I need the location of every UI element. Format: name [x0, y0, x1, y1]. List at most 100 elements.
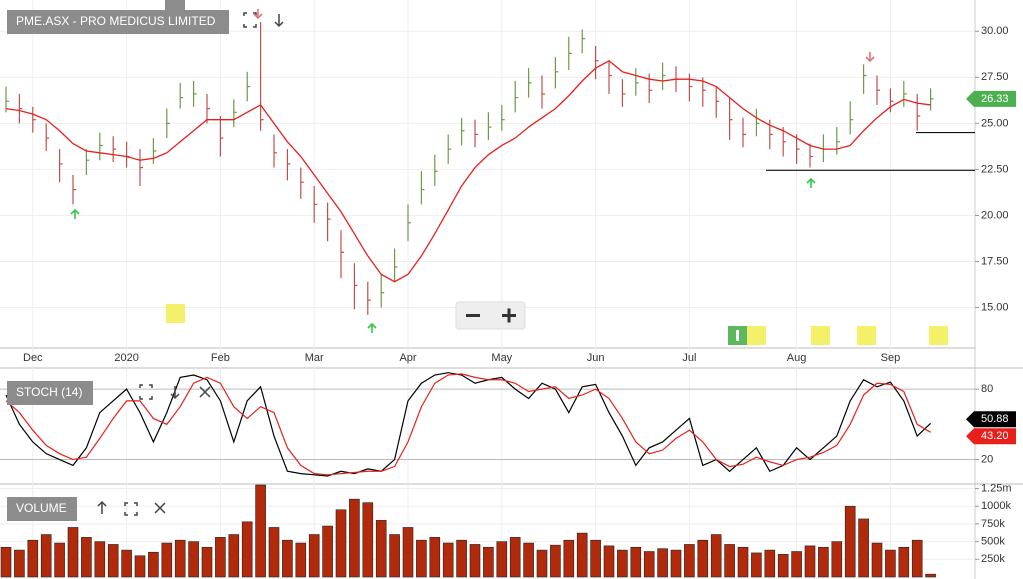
- chart-title: PME.ASX - PRO MEDICUS LIMITED: [16, 14, 216, 28]
- down-icon[interactable]: [274, 14, 284, 28]
- price-flag: [966, 90, 1016, 107]
- price-flag: [966, 411, 1016, 428]
- note-icon[interactable]: [929, 326, 948, 345]
- y-tick-label: 500k: [981, 536, 1005, 548]
- volume-bar: [134, 555, 146, 578]
- price-flag-label: 43.20: [981, 430, 1009, 442]
- volume-bar: [14, 549, 25, 578]
- volume-bar: [375, 520, 387, 578]
- volume-bar: [483, 546, 494, 578]
- x-tick-label: Apr: [399, 352, 416, 364]
- y-tick-label: 1000k: [981, 500, 1011, 512]
- close-icon[interactable]: [154, 502, 166, 514]
- y-tick-label: 1.25m: [981, 482, 1012, 494]
- title-box: [7, 381, 93, 405]
- volume-bar: [456, 539, 467, 578]
- volume-bar: [630, 546, 642, 578]
- y-tick-label: 750k: [981, 518, 1005, 530]
- volume-bar: [777, 554, 789, 578]
- volume-bar: [523, 542, 534, 578]
- volume-bar: [201, 546, 213, 578]
- volume-bar: [724, 544, 735, 578]
- x-tick-label: Mar: [305, 352, 324, 364]
- volume-bar: [550, 544, 561, 578]
- note-icon[interactable]: [166, 304, 185, 323]
- volume-bar: [791, 551, 802, 578]
- y-tick-label: 15.00: [981, 301, 1009, 313]
- volume-bar: [295, 542, 307, 578]
- volume-bar: [617, 549, 628, 578]
- y-tick-label: 25.00: [981, 117, 1009, 129]
- volume-bar: [349, 498, 360, 578]
- volume-bar: [925, 573, 936, 578]
- note-icon[interactable]: [747, 326, 766, 345]
- expand-icon[interactable]: [124, 502, 138, 516]
- panel-title: VOLUME: [16, 501, 67, 515]
- y-tick-label: 250k: [981, 553, 1005, 565]
- volume-bar: [710, 534, 722, 578]
- volume-bar: [576, 532, 588, 578]
- notes: [166, 304, 948, 345]
- price-flag: [966, 428, 1016, 445]
- volume-bar: [496, 541, 508, 578]
- x-tick-label: Sep: [881, 352, 901, 364]
- volume-bar: [121, 549, 132, 578]
- volume-bar: [603, 545, 615, 578]
- volume-bar: [27, 539, 39, 578]
- volume-bar: [697, 539, 709, 578]
- x-tick-label: Dec: [23, 352, 43, 364]
- y-tick-label: 27.50: [981, 71, 1009, 83]
- panel-title: STOCH (14): [16, 385, 82, 399]
- volume-bar: [416, 539, 427, 578]
- volume-bar: [885, 549, 896, 578]
- volume-bar: [107, 544, 119, 578]
- menu-tab[interactable]: [165, 0, 185, 12]
- volume-bar: [67, 527, 79, 578]
- buy-arrow: [70, 208, 80, 219]
- down-icon[interactable]: [170, 386, 180, 400]
- volume-bar: [563, 539, 575, 578]
- price-flag-label: 50.88: [981, 413, 1009, 425]
- volume-bar: [215, 537, 226, 578]
- volume-bar: [670, 549, 682, 578]
- volume-bar: [911, 539, 923, 578]
- volume-bar: [54, 542, 65, 578]
- volume-bar: [389, 534, 400, 578]
- volume-bar: [818, 546, 829, 578]
- volume-bar: [590, 539, 601, 578]
- volume-bar: [255, 484, 266, 578]
- x-tick-label: Aug: [787, 352, 807, 364]
- volume-bar: [429, 537, 441, 578]
- y-tick-label: 30.00: [981, 25, 1009, 37]
- volume-bar: [161, 542, 173, 578]
- volume-bar: [442, 542, 454, 578]
- volume-bar: [0, 546, 12, 578]
- volume-bar: [268, 527, 280, 578]
- buy-arrow: [806, 177, 816, 188]
- volume-bar: [282, 539, 293, 578]
- expand-icon[interactable]: [243, 12, 257, 28]
- stoch-line: [5, 372, 932, 477]
- volume-bar: [684, 544, 695, 578]
- signals: [70, 9, 875, 333]
- volume-bar: [657, 548, 668, 578]
- note-icon[interactable]: [811, 326, 830, 345]
- volume-bar: [335, 509, 347, 578]
- expand-icon[interactable]: [139, 384, 153, 400]
- close-icon[interactable]: [199, 386, 211, 398]
- volume-bar: [322, 525, 333, 578]
- x-tick-label: Feb: [211, 352, 230, 364]
- volume-bar: [536, 549, 548, 578]
- note-icon[interactable]: [857, 326, 876, 345]
- moving-average: [5, 59, 931, 283]
- y-tick-label: 22.50: [981, 163, 1009, 175]
- x-tick-label: May: [491, 352, 512, 364]
- y-tick-label: 20: [981, 453, 993, 465]
- volume-bar: [831, 541, 843, 578]
- up-icon[interactable]: [97, 500, 107, 514]
- volume-bar: [228, 534, 240, 578]
- zoom-out[interactable]: [466, 314, 480, 317]
- x-tick-label: Jun: [587, 352, 605, 364]
